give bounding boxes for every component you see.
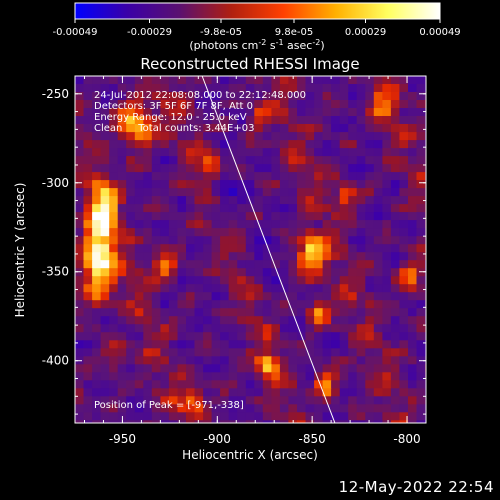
- solar-limb-line: [201, 76, 336, 423]
- heatmap-cells: [75, 76, 426, 423]
- colorbar-unit: (photons cm-2 s-1 asec-2): [189, 38, 324, 52]
- colorbar-tick-label: -9.8e-05: [200, 27, 242, 38]
- footer-date: 12-May-2022 22:54: [338, 478, 494, 496]
- annotation-time: 24-Jul-2012 22:08:08.000 to 22:12:48.000: [94, 90, 306, 101]
- annotation-energy: Energy Range: 12.0 - 25.0 keV: [94, 112, 247, 123]
- plot-frame: [74, 75, 427, 424]
- y-tick-label: -300: [42, 176, 69, 190]
- colorbar-ticks: -0.00049 -0.00029 -9.8e-05 9.8e-05 0.00029 0.…: [53, 19, 461, 38]
- info-annotations: 24-Jul-2012 22:08:08.000 to 22:12:48.000…: [94, 90, 306, 134]
- axis-ticks: -950 -900 -850 -800 -250 -300 -350 -400: [42, 76, 426, 446]
- chart-title: Reconstructed RHESSI Image: [140, 55, 359, 73]
- colorbar: [74, 2, 441, 20]
- colorbar-tick-label: 0.00029: [345, 27, 386, 38]
- colorbar-tick-label: 0.00049: [419, 27, 460, 38]
- x-tick-label: -800: [393, 432, 420, 446]
- peak-position-label: Position of Peak = [-971,-338]: [94, 400, 244, 411]
- x-tick-label: -850: [299, 432, 326, 446]
- annotation-detectors: Detectors: 3F 5F 6F 7F 8F, Att 0: [94, 101, 253, 112]
- y-axis-label: Heliocentric Y (arcsec): [13, 183, 27, 318]
- colorbar-tick-label: -0.00029: [127, 27, 172, 38]
- y-tick-label: -350: [42, 265, 69, 279]
- x-axis-label: Heliocentric X (arcsec): [182, 448, 318, 462]
- x-tick-label: -900: [204, 432, 231, 446]
- colorbar-tick-label: 9.8e-05: [275, 27, 313, 38]
- annotation-counts: Clean Total counts: 3.44E+03: [94, 123, 254, 134]
- y-tick-label: -250: [42, 87, 69, 101]
- y-tick-label: -400: [42, 354, 69, 368]
- x-tick-label: -950: [109, 432, 136, 446]
- colorbar-tick-label: -0.00049: [53, 27, 98, 38]
